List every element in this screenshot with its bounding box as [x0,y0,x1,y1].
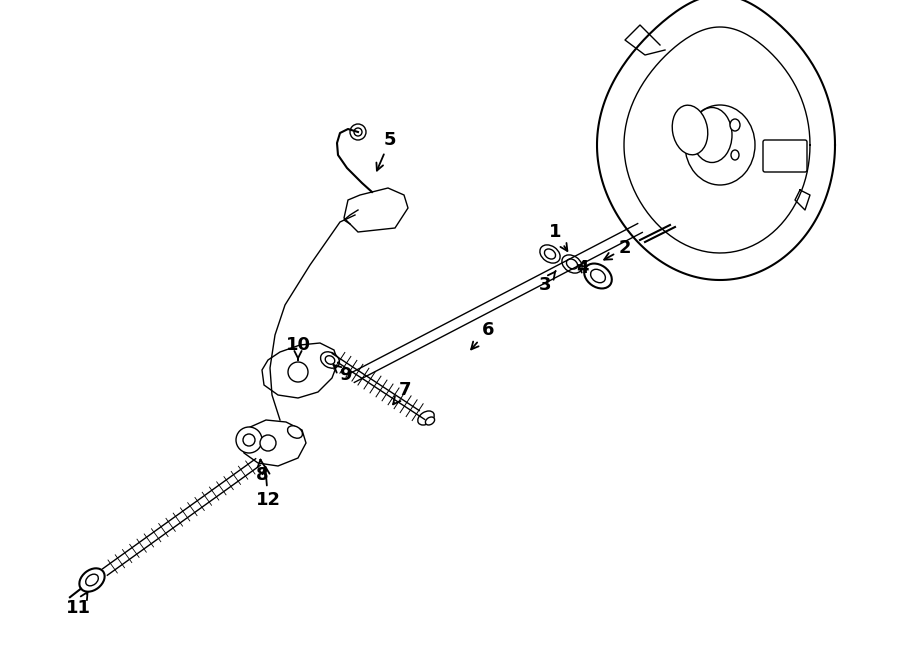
Ellipse shape [86,574,98,586]
Ellipse shape [79,568,104,592]
Circle shape [275,363,289,377]
Ellipse shape [584,264,612,288]
Ellipse shape [672,105,707,155]
Text: 11: 11 [66,592,91,617]
Ellipse shape [566,259,578,269]
Polygon shape [242,420,306,466]
Polygon shape [262,343,338,398]
Text: 7: 7 [393,381,411,405]
Text: 12: 12 [256,467,281,509]
Circle shape [260,435,276,451]
Text: 9: 9 [333,365,351,384]
Text: 6: 6 [471,321,494,350]
Text: 2: 2 [604,239,631,260]
Ellipse shape [692,108,732,163]
Text: 10: 10 [285,336,310,360]
Ellipse shape [730,119,740,131]
Circle shape [268,356,296,384]
FancyBboxPatch shape [763,140,807,172]
Circle shape [350,124,366,140]
Text: 3: 3 [539,271,556,294]
Text: 5: 5 [376,131,396,171]
Ellipse shape [287,426,302,438]
Circle shape [243,434,255,446]
Polygon shape [344,188,408,232]
Text: 4: 4 [576,259,589,277]
Ellipse shape [540,245,560,263]
Circle shape [354,128,362,136]
Text: 8: 8 [256,459,268,484]
Ellipse shape [590,269,606,283]
Circle shape [288,362,308,382]
Ellipse shape [562,255,582,273]
Ellipse shape [418,411,434,425]
Ellipse shape [544,249,555,259]
Circle shape [236,427,262,453]
Ellipse shape [426,417,435,425]
Ellipse shape [325,356,335,364]
Text: 1: 1 [549,223,567,251]
Ellipse shape [731,150,739,160]
Ellipse shape [685,105,755,185]
Ellipse shape [320,352,339,368]
